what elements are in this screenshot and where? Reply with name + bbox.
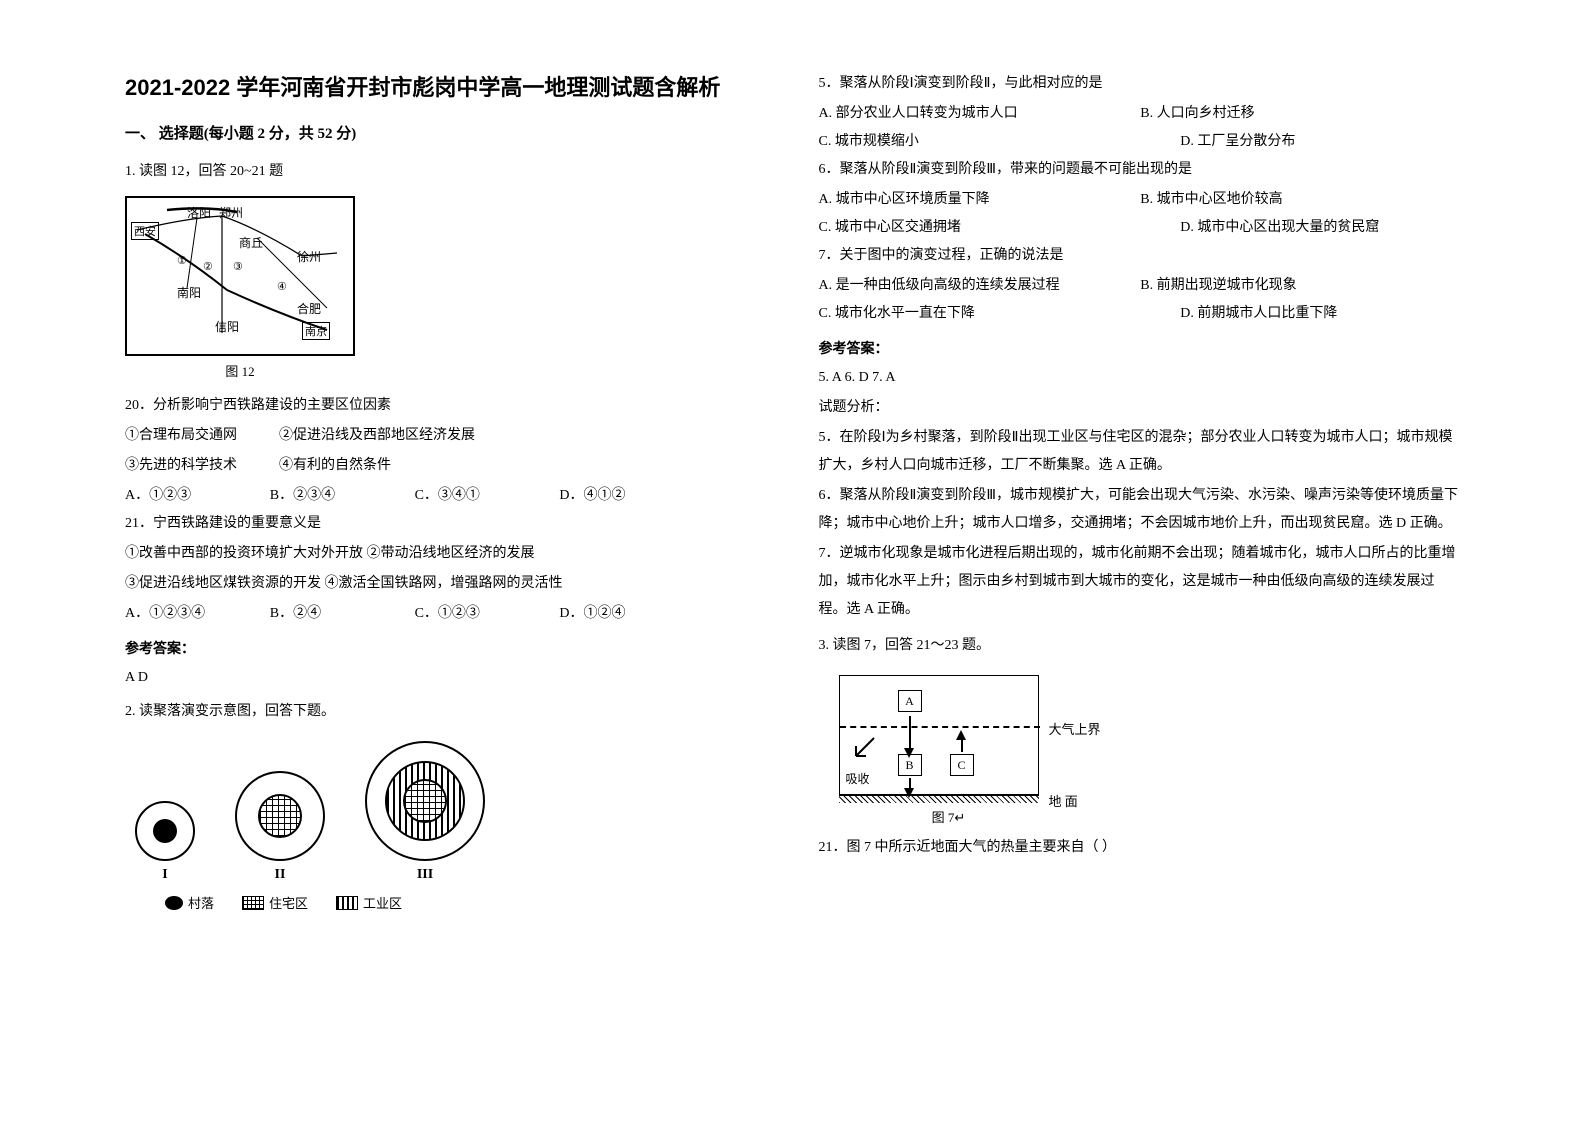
q20-opt-d: D．④①②	[559, 482, 704, 510]
residential-core-icon	[403, 779, 447, 823]
q6-opt-c: C. 城市中心区交通拥堵	[819, 214, 1141, 242]
q20-opt-a: A．①②③	[125, 482, 270, 510]
q3-stem: 3. 读图 7，回答 21～23 题。	[819, 632, 1463, 660]
page-title: 2021-2022 学年河南省开封市彪岗中学高一地理测试题含解析	[125, 70, 769, 102]
label-III: III	[365, 867, 485, 883]
absorb-arrow-icon	[846, 734, 880, 768]
q21-opt-c: C．①②③	[415, 600, 560, 628]
arrow-A-stem	[909, 716, 911, 752]
left-column: 2021-2022 学年河南省开封市彪岗中学高一地理测试题含解析 一、 选择题(…	[100, 70, 794, 1082]
q2-answer-line: 5. A 6. D 7. A	[819, 364, 1463, 392]
analysis-header: 试题分析：	[819, 394, 1463, 422]
residential-icon	[258, 794, 302, 838]
settle-stage-1: I	[135, 801, 195, 883]
q21-options: A．①②③④ B．②④ C．①②③ D．①②④	[125, 600, 704, 628]
q5-opt-d: D. 工厂呈分散分布	[1140, 128, 1462, 156]
atmos-rect: A B C 吸收	[839, 675, 1039, 795]
legend-village: 村落	[165, 893, 214, 912]
map-lines	[127, 198, 357, 358]
q21-items-1: ①改善中西部的投资环境扩大对外开放 ②带动沿线地区经济的发展	[125, 540, 769, 568]
figure-12: 洛阳 郑州 西安 商丘 徐州 南阳 信阳 合肥 南京 ① ② ③ ④ 图 12	[125, 196, 769, 380]
q7-opt-c: C. 城市化水平一直在下降	[819, 300, 1141, 328]
q5-stem: 5．聚落从阶段Ⅰ演变到阶段Ⅱ，与此相对应的是	[819, 70, 1463, 98]
settlement-legend: 村落 住宅区 工业区	[165, 893, 769, 912]
q20-items-1: ①合理布局交通网 ②促进沿线及西部地区经济发展	[125, 422, 769, 450]
absorb-label: 吸收	[846, 770, 870, 787]
q21-opt-a: A．①②③④	[125, 600, 270, 628]
q21-stem: 21．宁西铁路建设的重要意义是	[125, 510, 769, 538]
label-ground: 地 面	[1049, 791, 1078, 810]
q20-stem: 20．分析影响宁西铁路建设的主要区位因素	[125, 392, 769, 420]
dashed-line	[840, 726, 1040, 728]
arrow-C-stem	[961, 738, 963, 752]
q20-opt-c: C．③④①	[415, 482, 560, 510]
industrial-ring-icon	[385, 761, 465, 841]
q1-stem: 1. 读图 12，回答 20~21 题	[125, 158, 769, 186]
label-top: 大气上界	[1049, 719, 1101, 738]
q6-opt-a: A. 城市中心区环境质量下降	[819, 186, 1141, 214]
q5-opt-b: B. 人口向乡村迁移	[1140, 100, 1462, 128]
figure-7-caption: 图 7↵	[849, 807, 1049, 826]
q21-items-2: ③促进沿线地区煤铁资源的开发 ④激活全国铁路网，增强路网的灵活性	[125, 570, 769, 598]
q20-opt-b: B．②③④	[270, 482, 415, 510]
q21-opt-d: D．①②④	[559, 600, 704, 628]
q7-opt-b: B. 前期出现逆城市化现象	[1140, 272, 1462, 300]
q6-opts-row2: C. 城市中心区交通拥堵 D. 城市中心区出现大量的贫民窟	[819, 214, 1463, 242]
map-box: 洛阳 郑州 西安 商丘 徐州 南阳 信阳 合肥 南京 ① ② ③ ④	[125, 196, 355, 356]
box-C: C	[950, 754, 974, 776]
q6-stem: 6．聚落从阶段Ⅱ演变到阶段Ⅲ，带来的问题最不可能出现的是	[819, 156, 1463, 184]
q6-opts-row1: A. 城市中心区环境质量下降 B. 城市中心区地价较高	[819, 186, 1463, 214]
q6-opt-b: B. 城市中心区地价较高	[1140, 186, 1462, 214]
legend-residential: 住宅区	[242, 893, 308, 912]
q5-opts-row2: C. 城市规模缩小 D. 工厂呈分散分布	[819, 128, 1463, 156]
analysis-7: 7．逆城市化现象是城市化进程后期出现的，城市化前期不会出现；随着城市化，城市人口…	[819, 540, 1463, 624]
analysis-5: 5．在阶段Ⅰ为乡村聚落，到阶段Ⅱ出现工业区与住宅区的混杂；部分农业人口转变为城市…	[819, 424, 1463, 480]
label-II: II	[235, 867, 325, 883]
q3-sub21: 21．图 7 中所示近地面大气的热量主要来自（ ）	[819, 834, 1463, 862]
label-I: I	[135, 867, 195, 883]
q20-items-2: ③先进的科学技术 ④有利的自然条件	[125, 452, 769, 480]
q7-opts-row1: A. 是一种由低级向高级的连续发展过程 B. 前期出现逆城市化现象	[819, 272, 1463, 300]
q20-options: A．①②③ B．②③④ C．③④① D．④①②	[125, 482, 704, 510]
legend-industrial: 工业区	[336, 893, 402, 912]
section-header: 一、 选择题(每小题 2 分，共 52 分)	[125, 122, 769, 143]
q5-opt-a: A. 部分农业人口转变为城市人口	[819, 100, 1141, 128]
q5-opts-row1: A. 部分农业人口转变为城市人口 B. 人口向乡村迁移	[819, 100, 1463, 128]
right-column: 5．聚落从阶段Ⅰ演变到阶段Ⅱ，与此相对应的是 A. 部分农业人口转变为城市人口 …	[794, 70, 1488, 1082]
q7-opt-d: D. 前期城市人口比重下降	[1140, 300, 1462, 328]
village-icon	[153, 819, 177, 843]
arrow-C-up	[956, 730, 966, 740]
settle-stage-2: II	[235, 771, 325, 883]
q7-opts-row2: C. 城市化水平一直在下降 D. 前期城市人口比重下降	[819, 300, 1463, 328]
figure-7: A B C 吸收 大气上界 地 面 图 7↵	[839, 675, 1119, 826]
arrow-B-down	[904, 788, 914, 798]
q5-opt-c: C. 城市规模缩小	[819, 128, 1141, 156]
figure-12-caption: 图 12	[125, 361, 355, 380]
settlement-figure: I II III 村落 住宅区 工业区	[125, 741, 769, 912]
arrow-A-down	[904, 748, 914, 758]
analysis-6: 6．聚落从阶段Ⅱ演变到阶段Ⅲ，城市规模扩大，可能会出现大气污染、水污染、噪声污染…	[819, 482, 1463, 538]
q7-stem: 7．关于图中的演变过程，正确的说法是	[819, 242, 1463, 270]
settle-stage-3: III	[365, 741, 485, 883]
q2-stem: 2. 读聚落演变示意图，回答下题。	[125, 698, 769, 726]
q21-opt-b: B．②④	[270, 600, 415, 628]
q1-answer: A D	[125, 664, 769, 692]
q6-opt-d: D. 城市中心区出现大量的贫民窟	[1140, 214, 1462, 242]
q1-answer-header: 参考答案：	[125, 638, 769, 658]
box-A: A	[898, 690, 922, 712]
q7-opt-a: A. 是一种由低级向高级的连续发展过程	[819, 272, 1141, 300]
ground-hatch	[839, 795, 1039, 803]
q2-answer-header: 参考答案：	[819, 338, 1463, 358]
